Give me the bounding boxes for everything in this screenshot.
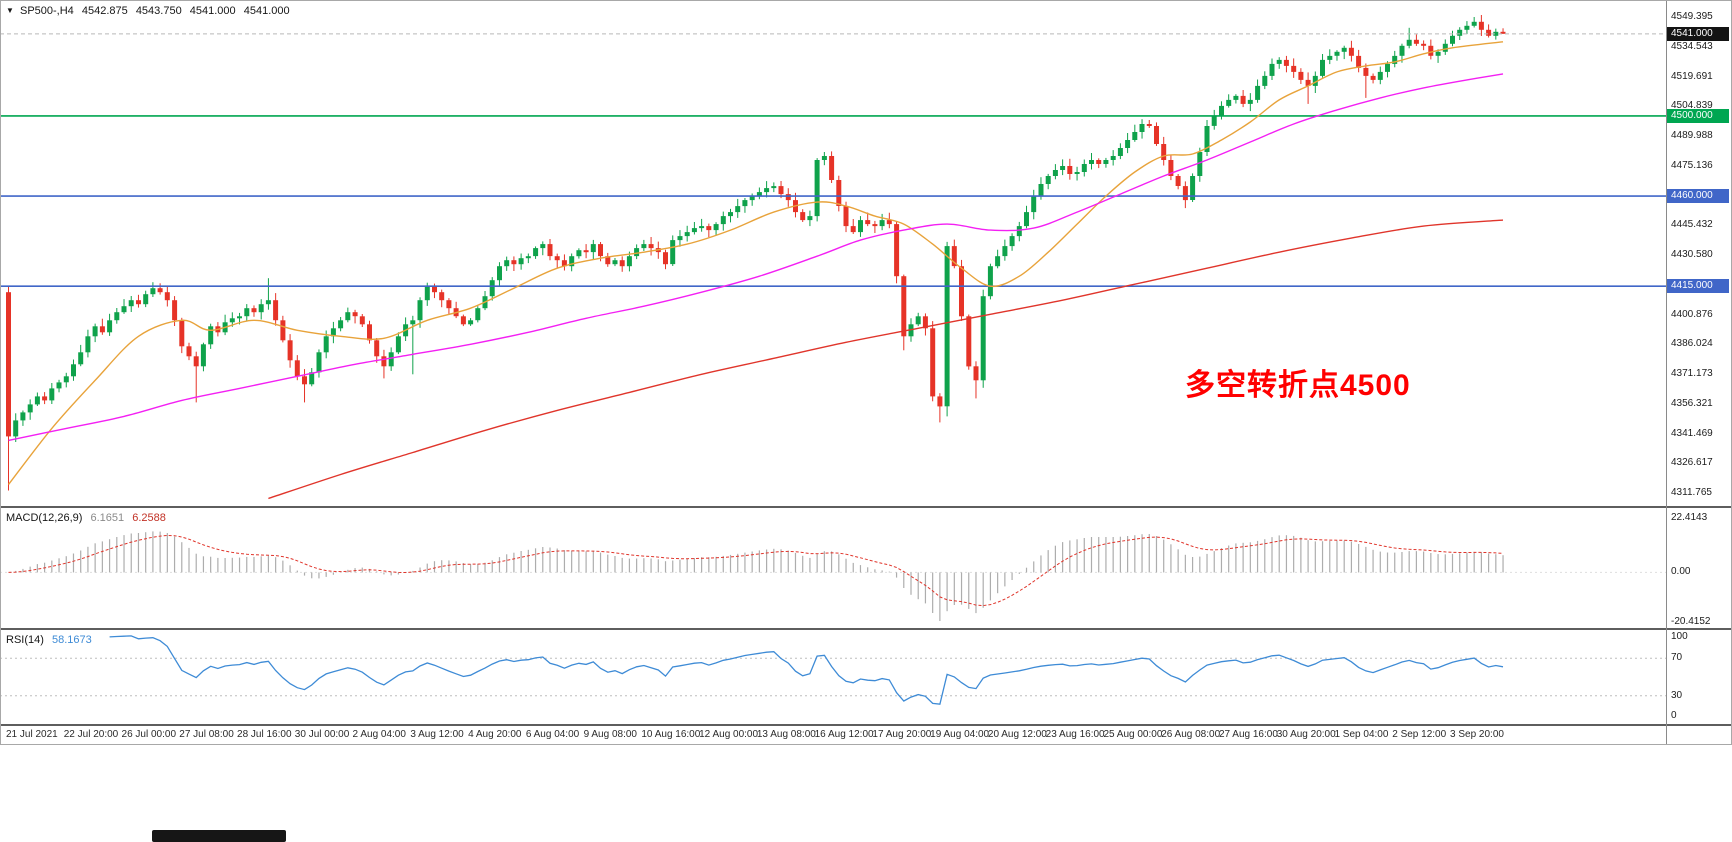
time-axis-label: 2 Sep 12:00 <box>1392 729 1447 740</box>
time-axis-label: 10 Aug 16:00 <box>641 729 701 740</box>
rsi-axis-label: 0 <box>1671 710 1677 721</box>
time-axis-label: 6 Aug 04:00 <box>525 729 580 740</box>
price-level-badge: 4500.000 <box>1667 108 1729 123</box>
rsi-axis-label: 30 <box>1671 689 1683 701</box>
time-axis-label: 13 Aug 08:00 <box>756 729 816 740</box>
macd-histogram <box>7 531 1504 621</box>
price-axis-label: 4519.691 <box>1671 70 1713 82</box>
rsi-name-label: RSI(14) <box>6 634 44 646</box>
macd-axis-label: -20.4152 <box>1671 616 1711 627</box>
ohlc-open: 4542.875 <box>81 5 128 17</box>
time-axis-label: 17 Aug 20:00 <box>872 729 932 740</box>
rsi-axis-label: 100 <box>1671 631 1688 642</box>
price-axis-label: 4475.136 <box>1671 159 1713 171</box>
time-axis-label: 3 Aug 12:00 <box>410 729 464 740</box>
macd-signal-line <box>8 534 1504 607</box>
price-axis-border <box>1666 0 1667 745</box>
time-axis-label: 27 Jul 08:00 <box>179 729 234 740</box>
rsi-value: 58.1673 <box>51 634 92 646</box>
pane-separator[interactable] <box>0 628 1732 630</box>
price-axis-label: 4386.024 <box>1671 338 1713 350</box>
pane-separator[interactable] <box>0 724 1732 726</box>
price-axis-label: 4534.543 <box>1671 40 1713 52</box>
price-axis-label: 4549.395 <box>1671 11 1713 22</box>
macd-name-label: MACD(12,26,9) <box>6 512 83 524</box>
time-axis-label: 9 Aug 08:00 <box>583 729 637 740</box>
time-axis-label: 3 Sep 20:00 <box>1450 729 1504 740</box>
macd-header: MACD(12,26,9) 6.1651 6.2588 <box>6 512 171 524</box>
price-level-badge: 4460.000 <box>1667 189 1729 204</box>
rsi-header: RSI(14) 58.1673 <box>6 634 97 646</box>
ma-line-mid <box>8 73 1504 442</box>
ohlc-high: 4543.750 <box>135 5 182 17</box>
macd-signal-value: 6.2588 <box>132 512 166 524</box>
ma-line-slow <box>268 219 1504 500</box>
price-axis-label: 4400.876 <box>1671 308 1713 320</box>
price-level-badge: 4415.000 <box>1667 279 1729 294</box>
price-axis-label: 4341.469 <box>1671 427 1713 439</box>
candles-layer <box>6 15 1506 491</box>
time-axis-label: 26 Jul 00:00 <box>121 729 177 740</box>
pane-separator[interactable] <box>0 506 1732 508</box>
symbol-header: ▼ SP500-,H4 4542.875 4543.750 4541.000 4… <box>6 5 295 17</box>
ohlc-close: 4541.000 <box>243 5 290 17</box>
macd-axis-label: 0.00 <box>1671 566 1691 578</box>
time-axis-label: 30 Jul 00:00 <box>294 729 350 740</box>
price-axis-label: 4489.988 <box>1671 130 1713 141</box>
time-axis-label: 1 Sep 04:00 <box>1334 729 1389 740</box>
time-axis-label: 30 Aug 20:00 <box>1276 729 1336 740</box>
price-axis-label: 4326.617 <box>1671 457 1713 469</box>
price-axis-label: 4430.580 <box>1671 249 1713 260</box>
time-axis-label: 21 Jul 2021 <box>6 729 58 740</box>
time-axis-label: 23 Aug 16:00 <box>1045 729 1105 740</box>
rsi-line <box>109 635 1504 705</box>
time-axis-label: 12 Aug 00:00 <box>699 729 759 740</box>
time-axis-label: 2 Aug 04:00 <box>352 729 406 740</box>
current-price-badge: 4541.000 <box>1667 26 1729 41</box>
price-axis-label: 4356.321 <box>1671 397 1713 409</box>
time-axis-label: 22 Jul 20:00 <box>63 729 119 740</box>
symbol-timeframe-label: SP500-,H4 <box>19 5 74 17</box>
macd-axis-label: 22.4143 <box>1671 512 1708 523</box>
time-axis-label: 28 Jul 16:00 <box>237 729 292 740</box>
ohlc-low: 4541.000 <box>189 5 236 17</box>
price-axis-label: 4311.765 <box>1671 487 1712 498</box>
ma-line-fast <box>7 41 1504 485</box>
time-axis-label: 19 Aug 04:00 <box>930 729 990 740</box>
time-axis-label: 25 Aug 00:00 <box>1103 729 1163 740</box>
main-price-chart-pane[interactable] <box>0 0 1666 506</box>
time-axis-label: 4 Aug 20:00 <box>468 729 522 740</box>
price-axis-label: 4504.839 <box>1671 100 1713 112</box>
time-axis-label: 26 Aug 08:00 <box>1161 729 1221 740</box>
time-axis-label: 16 Aug 12:00 <box>814 729 874 740</box>
macd-main-value: 6.1651 <box>90 512 125 524</box>
time-axis-label: 20 Aug 12:00 <box>987 729 1047 740</box>
collapse-triangle-icon[interactable]: ▼ <box>6 6 14 15</box>
rsi-indicator-pane[interactable] <box>0 630 1666 724</box>
time-axis-label: 27 Aug 16:00 <box>1218 729 1278 740</box>
price-axis-label: 4371.173 <box>1671 368 1713 379</box>
rsi-axis-label: 70 <box>1671 652 1683 664</box>
macd-indicator-pane[interactable] <box>0 508 1666 628</box>
taskbar-fragment[interactable] <box>152 830 286 842</box>
price-annotation-text: 多空转折点4500 <box>1185 369 1411 402</box>
price-axis-label: 4445.432 <box>1671 219 1713 231</box>
